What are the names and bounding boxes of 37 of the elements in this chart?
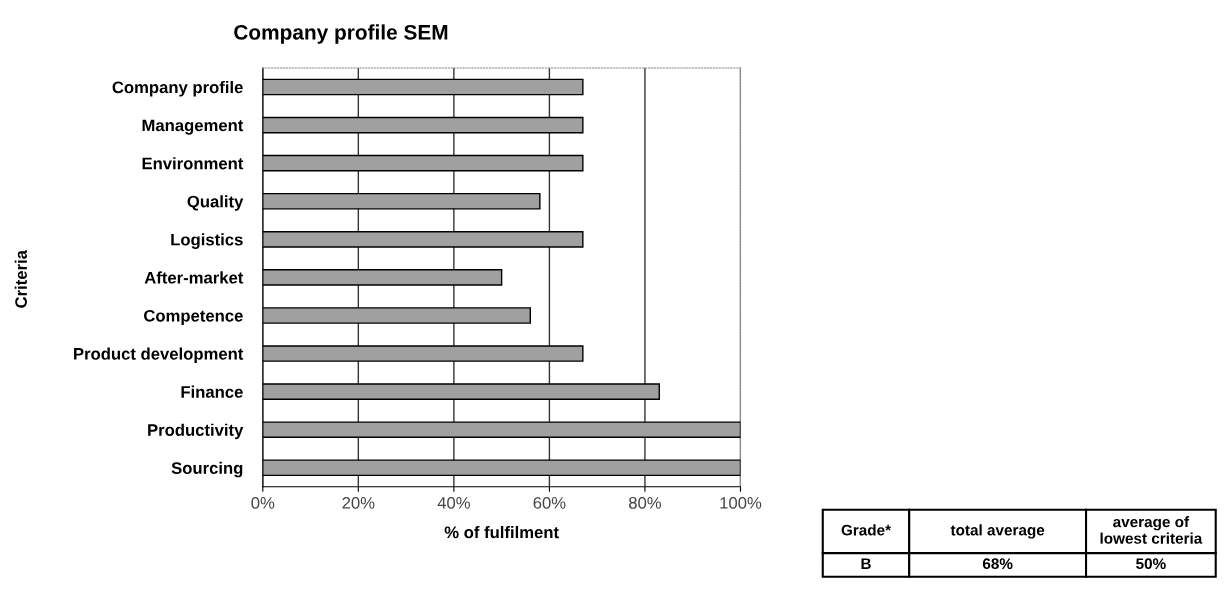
y-tick-label: Finance [181,385,243,398]
bar [262,383,660,400]
bar [262,345,584,362]
y-tick-label: Productivity [148,423,244,440]
text: 68% [982,558,1013,570]
y-tick-label: Sourcing [171,461,243,478]
bar [262,459,741,477]
y-axis-title: Criteria [14,249,27,308]
y-tick-label: Logistics [171,233,243,249]
text: average of lowest criteria [1100,516,1203,544]
text: total average [950,524,1045,539]
x-axis-title: % of fulfilment [444,525,559,539]
x-tick-label: 80% [628,496,662,509]
bar [262,231,584,248]
text: B [861,558,871,569]
y-tick-label: Quality [187,195,244,211]
bar [262,116,584,134]
text: Grade* [841,524,892,536]
y-tick-label: Product development [74,347,244,364]
bar [262,269,503,286]
x-tick-label: 40% [437,496,470,509]
text: 50% [1136,558,1166,570]
y-tick-label: Management [142,119,244,135]
y-tick-label: Environment [142,157,244,170]
bar [262,307,531,324]
bar [262,154,584,172]
y-tick-label: Company profile [112,80,243,97]
x-tick-label: 0% [251,496,275,509]
x-tick-label: 60% [533,496,566,509]
chart-title: Company profile SEM [234,24,448,44]
bar [262,78,584,96]
x-tick-label: 100% [720,496,762,509]
bar [262,192,541,210]
bar [262,421,741,439]
y-tick-label: After-market [144,271,244,284]
y-tick-label: Competence [144,309,243,325]
x-tick-label: 20% [342,496,375,509]
